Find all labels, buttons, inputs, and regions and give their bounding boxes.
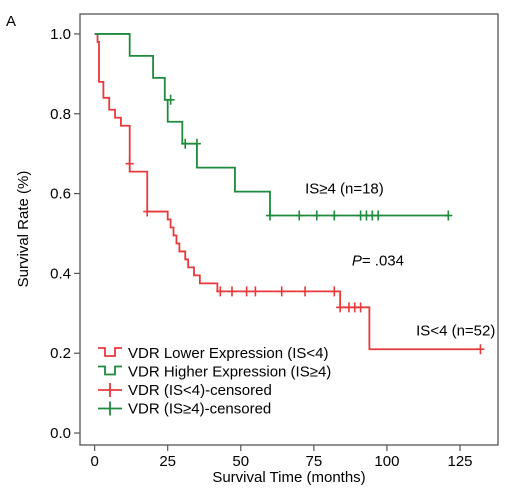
x-axis-label: Survival Time (months) bbox=[212, 469, 365, 486]
legend-swatch-cross bbox=[98, 401, 122, 416]
legend: VDR Lower Expression (IS<4) VDR Higher Ex… bbox=[98, 345, 331, 418]
censor-mark-2 bbox=[192, 138, 201, 149]
annotation: P= .034 bbox=[352, 252, 404, 269]
censor-mark-2 bbox=[374, 210, 383, 221]
legend-swatch-step bbox=[98, 347, 122, 357]
annotations: IS≥4 (n=18) P= .034 IS<4 (n=52) bbox=[305, 181, 495, 340]
censor-mark-2 bbox=[181, 138, 190, 149]
series-line-1 bbox=[94, 33, 481, 351]
legend-swatch-cross bbox=[98, 383, 122, 397]
censor-mark-1 bbox=[277, 286, 286, 297]
annotation: IS<4 (n=52) bbox=[416, 322, 495, 339]
plot-frame bbox=[79, 13, 499, 446]
y-tick-label: 0.8 bbox=[50, 106, 71, 123]
x-tick-label: 100 bbox=[374, 453, 399, 470]
censor-mark-1 bbox=[143, 206, 152, 217]
y-tick-label: 0.4 bbox=[50, 265, 71, 282]
censor-mark-2 bbox=[266, 210, 274, 221]
x-tick-label: 75 bbox=[306, 453, 323, 470]
x-tick-label: 50 bbox=[232, 453, 249, 470]
censor-mark-1 bbox=[356, 302, 365, 313]
annotation: IS≥4 (n=18) bbox=[305, 181, 384, 198]
y-tick-label: 0.2 bbox=[50, 345, 71, 362]
censor-mark-1 bbox=[125, 158, 134, 169]
x-axis: 0 25 50 75 100 125 bbox=[90, 445, 473, 470]
censor-mark-2 bbox=[444, 210, 453, 221]
legend-label: VDR Lower Expression (IS<4) bbox=[128, 345, 329, 362]
censor-mark-2 bbox=[295, 210, 304, 221]
censor-mark-2 bbox=[312, 210, 321, 221]
censor-mark-1 bbox=[216, 286, 225, 297]
y-axis-label: Survival Rate (%) bbox=[15, 171, 32, 288]
y-tick-label: 0.6 bbox=[50, 186, 71, 203]
censor-mark-2 bbox=[330, 210, 339, 221]
y-tick-label: 0.0 bbox=[50, 425, 71, 442]
x-tick-label: 125 bbox=[447, 453, 472, 470]
censor-mark-1 bbox=[242, 286, 251, 297]
panel-label: A bbox=[6, 13, 16, 30]
censor-mark-1 bbox=[336, 302, 345, 313]
y-tick-label: 1.0 bbox=[50, 26, 71, 43]
series-line-2 bbox=[94, 33, 449, 217]
legend-label: VDR (IS≥4)-censored bbox=[128, 401, 271, 418]
censor-mark-1 bbox=[476, 344, 485, 355]
x-tick-label: 25 bbox=[159, 453, 176, 470]
legend-swatch-step bbox=[98, 365, 122, 376]
censor-mark-1 bbox=[228, 286, 236, 297]
censor-mark-1 bbox=[301, 286, 310, 297]
censor-mark-1 bbox=[330, 286, 339, 297]
censor-mark-2 bbox=[166, 94, 175, 105]
legend-label: VDR (IS<4)-censored bbox=[128, 382, 272, 399]
series-layer bbox=[94, 33, 485, 355]
y-axis: 0.0 0.2 0.4 0.6 0.8 1.0 bbox=[50, 26, 80, 442]
legend-label: VDR Higher Expression (IS≥4) bbox=[128, 364, 331, 381]
censor-mark-1 bbox=[251, 286, 260, 297]
x-tick-label: 0 bbox=[90, 453, 98, 470]
